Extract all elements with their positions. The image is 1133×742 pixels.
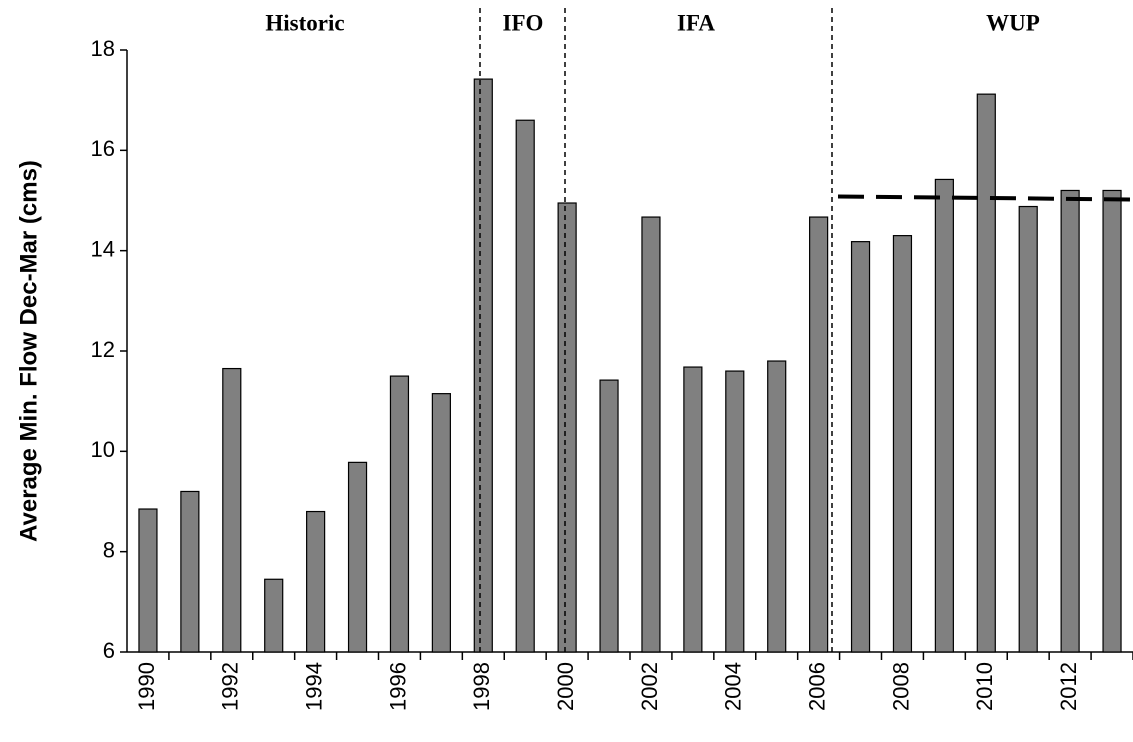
x-tick-label: 2004 [721,662,746,711]
y-tick-label: 14 [91,236,115,261]
period-label: WUP [986,10,1040,35]
bar [515,119,535,653]
period-label: IFO [503,10,544,35]
bar [1060,189,1080,653]
bar [264,578,284,653]
x-tick-label: 2002 [637,662,662,711]
y-tick-label: 10 [91,437,115,462]
bar [1018,205,1038,653]
y-tick-label: 8 [103,537,115,562]
x-tick-label: 1998 [469,662,494,711]
bar [138,508,158,653]
bar [934,178,954,653]
x-tick-label: 2000 [553,662,578,711]
period-label: Historic [265,10,344,35]
x-tick-label: 2006 [804,662,829,711]
bar [306,510,326,653]
x-tick-label: 2008 [888,662,913,711]
bar [347,461,368,653]
x-tick-label: 1992 [218,662,243,711]
bar [683,366,703,653]
bar [222,367,242,653]
bar [431,393,451,653]
bar [557,202,577,653]
bar [389,375,410,653]
bar [641,216,661,653]
period-label: IFA [677,10,715,35]
y-axis-label: Average Min. Flow Dec-Mar (cms) [15,160,42,542]
bar [850,241,871,653]
bar [892,235,913,653]
bar [473,78,493,653]
bar [1102,189,1122,653]
x-tick-label: 1994 [301,662,326,711]
y-tick-label: 16 [91,136,115,161]
bar [976,93,996,653]
y-tick-label: 6 [103,638,115,663]
bar [809,216,829,653]
bar [725,370,745,653]
reference-line [837,194,1133,202]
y-tick-label: 18 [91,36,115,61]
bar [180,490,200,653]
x-tick-label: 2012 [1056,662,1081,711]
x-tick-label: 2010 [972,662,997,711]
y-tick-label: 12 [91,337,115,362]
bar [767,360,787,653]
bar [599,379,619,653]
x-tick-label: 1996 [385,662,410,711]
x-tick-label: 1990 [134,662,159,711]
